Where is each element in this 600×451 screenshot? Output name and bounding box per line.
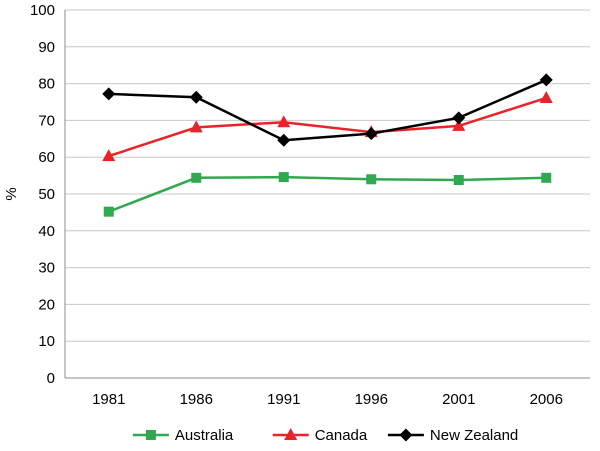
data-point-australia [366,174,377,185]
y-tick-label: 40 [38,223,55,240]
legend-item-australia: Australia [132,427,234,444]
legend-marker [399,428,413,442]
data-point-canada [277,115,291,128]
y-tick-label: 90 [38,39,55,56]
legend-item-canada: Canada [272,427,368,444]
data-point-canada [452,118,466,131]
data-point-new-zealand [277,133,291,147]
legend-item-new-zealand: New Zealand [387,427,518,444]
legend-marker [145,430,156,440]
data-point-canada [189,120,203,133]
data-point-australia [278,172,289,183]
data-point-australia [191,172,202,183]
x-tick-label: 2006 [530,391,563,408]
data-point-australia [453,175,464,186]
series-australia [103,172,552,217]
y-tick-label: 100 [30,2,55,19]
series-canada [102,90,553,162]
data-point-new-zealand [102,87,116,101]
series-line-canada [108,96,547,158]
data-point-new-zealand [364,127,378,141]
x-tick-label: 1996 [355,391,388,408]
data-point-australia [541,172,552,183]
legend-label: Canada [315,427,368,444]
x-tick-label: 1986 [180,391,213,408]
legend: Australia Canada New Zealand [132,427,518,444]
data-point-new-zealand [539,73,553,87]
x-tick-label: 1981 [92,391,125,408]
data-point-australia [103,206,114,217]
y-tick-label: 80 [38,76,55,93]
y-tick-label: 50 [38,186,55,203]
x-axis-ticks: 1981 1986 1991 1996 2001 2006 [92,391,563,408]
series-line-new-zealand [108,78,547,142]
y-tick-label: 0 [47,370,55,387]
y-axis-ticks: 0 10 20 30 40 50 60 70 80 90 100 [30,2,55,387]
legend-label: New Zealand [430,427,518,444]
data-point-canada [539,90,553,103]
gridlines [64,9,590,379]
data-point-new-zealand [452,111,466,125]
data-point-new-zealand [189,90,203,104]
x-tick-label: 2001 [442,391,475,408]
legend-label: Australia [175,427,234,444]
series-line-australia [108,175,547,213]
y-tick-label: 60 [38,149,55,166]
y-tick-label: 70 [38,112,55,129]
y-tick-label: 10 [38,333,55,350]
data-point-canada [102,149,116,162]
series-new-zealand [102,73,553,147]
x-tick-label: 1991 [267,391,300,408]
legend-marker [284,428,298,440]
y-tick-label: 20 [38,296,55,313]
series-layer [102,73,553,217]
y-tick-label: 30 [38,260,55,277]
y-axis-title: % [3,187,20,200]
